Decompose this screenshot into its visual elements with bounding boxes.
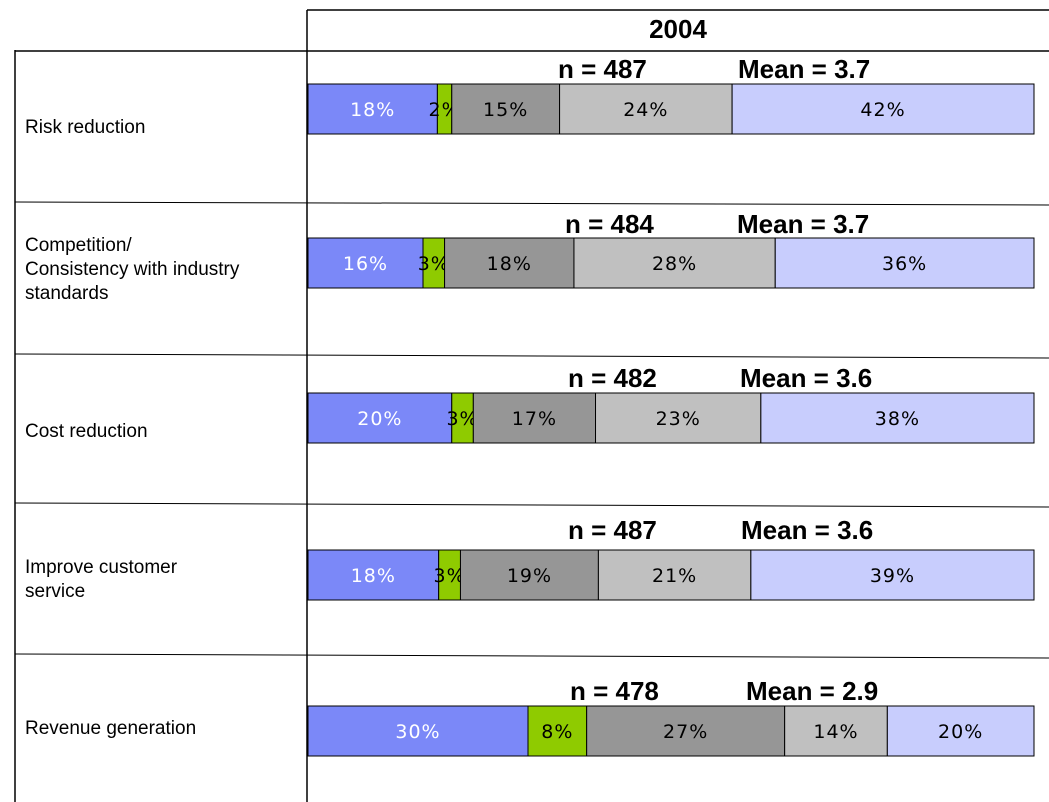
bar-segment-very-important bbox=[307, 237, 424, 289]
row-mean: Mean = 3.7 bbox=[737, 209, 870, 239]
row-separator bbox=[14, 201, 1049, 206]
bar-segment-neutral bbox=[444, 237, 575, 289]
bar-segment-not-important bbox=[731, 83, 1035, 135]
data-label: 21% bbox=[652, 565, 697, 587]
data-label: 39% bbox=[870, 565, 915, 587]
bar-segment-fourth bbox=[597, 549, 752, 601]
row-n-count: n = 478 bbox=[570, 676, 659, 706]
bar-segment-fourth bbox=[559, 83, 733, 135]
data-label: 18% bbox=[351, 565, 396, 587]
bar-row: 18% 3% 19% 21% 39% bbox=[307, 549, 1035, 601]
bar-segment-not-important bbox=[886, 705, 1035, 757]
bar-segment-neutral bbox=[586, 705, 786, 757]
bar-row: 18% 2% 15% 24% 42% bbox=[307, 83, 1035, 135]
data-label: 36% bbox=[882, 253, 927, 275]
chart-title: 2004 bbox=[649, 14, 707, 44]
row-n-count: n = 482 bbox=[568, 363, 657, 393]
data-label: 38% bbox=[875, 408, 920, 430]
row-separator bbox=[14, 653, 1049, 659]
bar-segment-fourth bbox=[595, 392, 762, 444]
data-label: 24% bbox=[623, 99, 668, 121]
data-label: 20% bbox=[938, 721, 983, 743]
row-n-count: n = 487 bbox=[558, 54, 647, 84]
row-label-competition: Competition/ Consistency with industry s… bbox=[25, 235, 240, 304]
data-label: 27% bbox=[663, 721, 708, 743]
data-label: 16% bbox=[343, 253, 388, 275]
bar-row: 30% 8% 27% 14% 20% bbox=[307, 705, 1035, 757]
bar-segment-not-important bbox=[750, 549, 1035, 601]
bar-row: 16% 3% 18% 28% 36% bbox=[307, 237, 1035, 289]
row-mean: Mean = 2.9 bbox=[746, 676, 879, 706]
row-label-revenue-generation: Revenue generation bbox=[25, 718, 197, 739]
row-mean: Mean = 3.6 bbox=[740, 363, 873, 393]
bar-segment-very-important bbox=[307, 392, 453, 444]
bar-segment-neutral bbox=[451, 83, 561, 135]
bar-segment-neutral bbox=[459, 549, 599, 601]
row-separator bbox=[14, 353, 1049, 359]
bar-segment-neutral bbox=[472, 392, 597, 444]
bar-segment-very-important bbox=[307, 549, 440, 601]
data-label: 18% bbox=[350, 99, 395, 121]
data-label: 3% bbox=[433, 565, 465, 587]
row-n-count: n = 484 bbox=[565, 209, 654, 239]
row-separator bbox=[14, 502, 1049, 508]
row-label-cost-reduction: Cost reduction bbox=[25, 421, 148, 442]
bar-segment-very-important bbox=[307, 83, 438, 135]
row-label-risk-reduction: Risk reduction bbox=[25, 117, 146, 138]
data-label: 20% bbox=[357, 408, 402, 430]
data-label: 28% bbox=[652, 253, 697, 275]
bar-row: 20% 3% 17% 23% 38% bbox=[307, 392, 1035, 444]
data-label: 30% bbox=[395, 721, 440, 743]
bar-segment-second bbox=[527, 705, 588, 757]
row-label-improve-customer-service: Improve customer service bbox=[25, 557, 178, 602]
data-label: 17% bbox=[512, 408, 557, 430]
data-label: 42% bbox=[860, 99, 905, 121]
table-grid bbox=[14, 9, 1049, 802]
bar-segment-not-important bbox=[760, 392, 1035, 444]
bar-segment-fourth bbox=[784, 705, 888, 757]
row-n-count: n = 487 bbox=[568, 515, 657, 545]
data-label: 8% bbox=[541, 721, 573, 743]
bar-segment-fourth bbox=[573, 237, 776, 289]
row-mean: Mean = 3.6 bbox=[741, 515, 874, 545]
bar-segment-very-important bbox=[307, 705, 529, 757]
data-label: 23% bbox=[656, 408, 701, 430]
data-label: 14% bbox=[813, 721, 858, 743]
data-label: 3% bbox=[418, 253, 450, 275]
data-label: 19% bbox=[507, 565, 552, 587]
bar-segment-not-important bbox=[774, 237, 1035, 289]
data-label: 3% bbox=[446, 408, 478, 430]
data-label: 15% bbox=[483, 99, 528, 121]
bars-layer: 18% 2% 15% 24% 42%16% 3% 18% 28% 36%20% 3% 17% 23% 3… bbox=[307, 83, 1035, 757]
data-label: 18% bbox=[487, 253, 532, 275]
row-mean: Mean = 3.7 bbox=[738, 54, 871, 84]
